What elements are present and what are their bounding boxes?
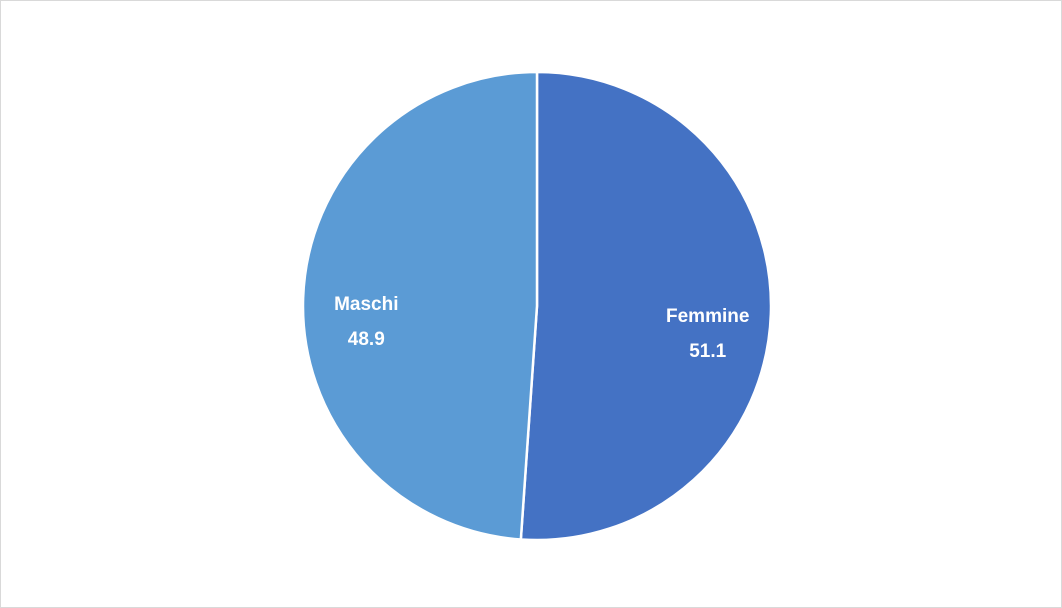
slice-label: Maschi [334, 294, 398, 315]
pie-slice [301, 70, 539, 541]
slice-label: Femmine [666, 306, 749, 327]
pie-slice [519, 70, 773, 542]
slice-value: 51.1 [689, 341, 726, 362]
slice-value: 48.9 [348, 329, 385, 350]
